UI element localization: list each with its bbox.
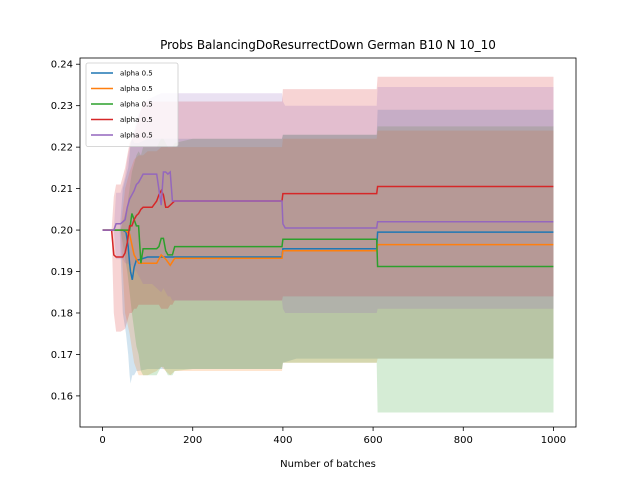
y-tick-label: 0.16	[51, 391, 73, 402]
y-tick-label: 0.23	[51, 101, 73, 112]
y-tick-label: 0.17	[51, 350, 73, 361]
x-tick-label: 800	[454, 435, 473, 446]
confidence-bands	[102, 76, 554, 413]
series-line-5	[102, 170, 554, 231]
confidence-band-2	[102, 130, 554, 376]
y-tick-label: 0.20	[51, 226, 73, 237]
series-lines	[102, 170, 554, 280]
legend: alpha 0.5 alpha 0.5 alpha 0.5 alpha 0.5 alph…	[85, 62, 179, 147]
x-tick-label: 600	[364, 435, 383, 446]
legend-label: alpha 0.5	[120, 132, 153, 140]
confidence-band-3	[102, 126, 554, 413]
y-axis-ticks: 0.16 0.17 0.18 0.19 0.20 0.21 0.22 0.23 0.24	[51, 60, 80, 402]
y-tick-label: 0.21	[51, 184, 73, 195]
x-tick-label: 200	[183, 435, 202, 446]
x-tick-label: 400	[273, 435, 292, 446]
x-axis-ticks: 0 200 400 600 800 1000	[99, 427, 566, 446]
y-tick-label: 0.18	[51, 308, 73, 319]
legend-box	[85, 62, 179, 147]
confidence-band-4	[102, 76, 554, 332]
chart-title: Probs BalancingDoResurrectDown German B1…	[160, 38, 496, 52]
legend-label: alpha 0.5	[120, 85, 153, 93]
x-tick-label: 1000	[541, 435, 566, 446]
legend-label: alpha 0.5	[120, 70, 153, 78]
plot-frame	[79, 57, 577, 428]
confidence-band-1	[102, 109, 554, 384]
y-tick-label: 0.19	[51, 267, 73, 278]
y-tick-label: 0.22	[51, 143, 73, 154]
legend-label: alpha 0.5	[120, 101, 153, 109]
y-tick-label: 0.24	[51, 60, 73, 71]
x-axis-label: Number of batches	[280, 459, 376, 470]
legend-label: alpha 0.5	[120, 116, 153, 124]
x-tick-label: 0	[99, 435, 105, 446]
